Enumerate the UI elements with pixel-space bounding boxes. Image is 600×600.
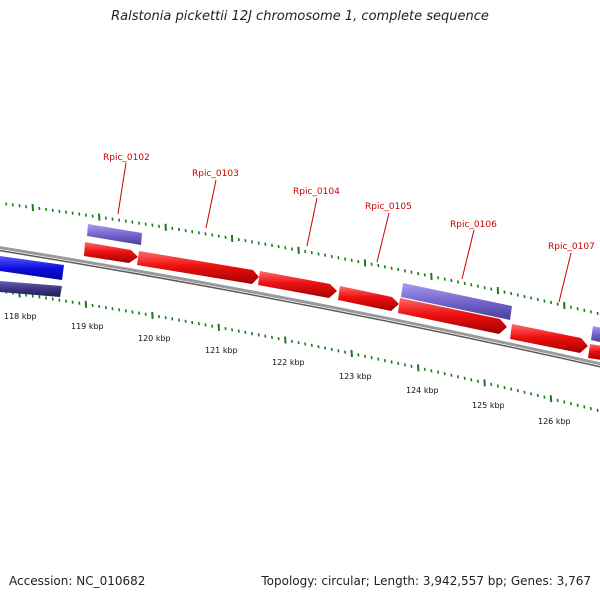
kbp-label-119: 119 kbp: [71, 322, 104, 331]
cds-arrow-rpic-0107: [510, 324, 588, 353]
cds-arrow-rpic-0105: [338, 286, 399, 311]
feature-block-edge: [591, 326, 600, 342]
accession-text: Accession: NC_010682: [9, 574, 146, 588]
gene-label-rpic-0104: Rpic_0104: [293, 187, 340, 197]
backbone-outer-line: [0, 246, 600, 366]
kbp-label-118: 118 kbp: [4, 312, 37, 321]
kbp-label-120: 120 kbp: [138, 334, 171, 343]
kbp-label-122: 122 kbp: [272, 358, 305, 367]
topology-text: Topology: circular; Length: 3,942,557 bp…: [261, 574, 591, 588]
feature-block-rpic-0102: [87, 224, 142, 245]
outer-tick-row: [5, 202, 599, 316]
map-title: Ralstonia pickettii 12J chromosome 1, co…: [111, 9, 489, 24]
reverse-cds-block: [0, 256, 64, 280]
gene-label-rpic-0107: Rpic_0107: [548, 242, 595, 252]
kbp-label-124: 124 kbp: [406, 386, 439, 395]
gene-label-rpic-0102: Rpic_0102: [103, 153, 150, 163]
gene-label-rpic-0103: Rpic_0103: [192, 169, 239, 179]
kbp-label-123: 123 kbp: [339, 372, 372, 381]
feature-block-rpic-0106: [401, 283, 512, 320]
kbp-label-121: 121 kbp: [205, 346, 238, 355]
cds-arrow-rpic-0103: [137, 251, 259, 284]
gene-label-rpic-0106: Rpic_0106: [450, 220, 497, 230]
gene-leader-lines: [117, 162, 572, 303]
kbp-label-125: 125 kbp: [472, 401, 505, 410]
cds-arrow-rpic-0104: [258, 271, 337, 298]
gene-label-rpic-0105: Rpic_0105: [365, 202, 412, 212]
cds-arrow-rpic-0106: [398, 298, 507, 334]
kbp-label-126: 126 kbp: [538, 417, 571, 426]
cds-arrow-edge: [588, 344, 600, 360]
inner-tick-row: [5, 290, 599, 412]
backbone-inner-line: [0, 249, 600, 368]
cds-arrow-rpic-0102: [84, 242, 138, 263]
reverse-feature-block: [0, 281, 62, 297]
